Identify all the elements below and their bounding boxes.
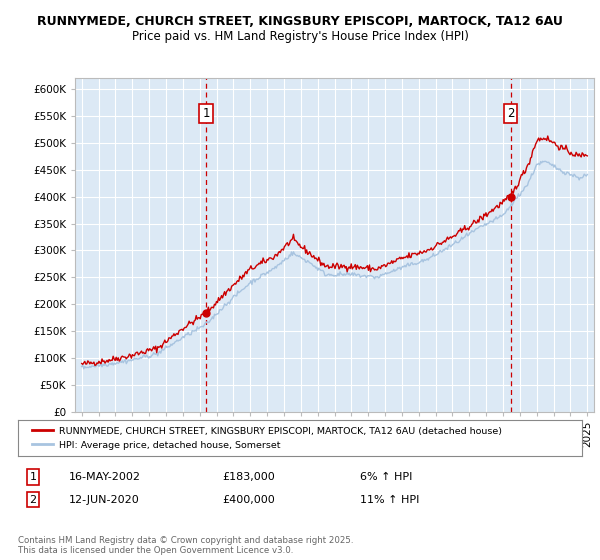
Text: £183,000: £183,000 — [222, 472, 275, 482]
Text: 12-JUN-2020: 12-JUN-2020 — [69, 494, 140, 505]
Text: £400,000: £400,000 — [222, 494, 275, 505]
Text: 6% ↑ HPI: 6% ↑ HPI — [360, 472, 412, 482]
Text: 16-MAY-2002: 16-MAY-2002 — [69, 472, 141, 482]
Text: 2: 2 — [29, 494, 37, 505]
Text: 1: 1 — [202, 107, 209, 120]
Text: 11% ↑ HPI: 11% ↑ HPI — [360, 494, 419, 505]
Text: RUNNYMEDE, CHURCH STREET, KINGSBURY EPISCOPI, MARTOCK, TA12 6AU: RUNNYMEDE, CHURCH STREET, KINGSBURY EPIS… — [37, 15, 563, 28]
Text: 1: 1 — [29, 472, 37, 482]
Text: Price paid vs. HM Land Registry's House Price Index (HPI): Price paid vs. HM Land Registry's House … — [131, 30, 469, 43]
Legend: RUNNYMEDE, CHURCH STREET, KINGSBURY EPISCOPI, MARTOCK, TA12 6AU (detached house): RUNNYMEDE, CHURCH STREET, KINGSBURY EPIS… — [28, 423, 505, 454]
Text: Contains HM Land Registry data © Crown copyright and database right 2025.
This d: Contains HM Land Registry data © Crown c… — [18, 536, 353, 556]
Text: 2: 2 — [507, 107, 514, 120]
